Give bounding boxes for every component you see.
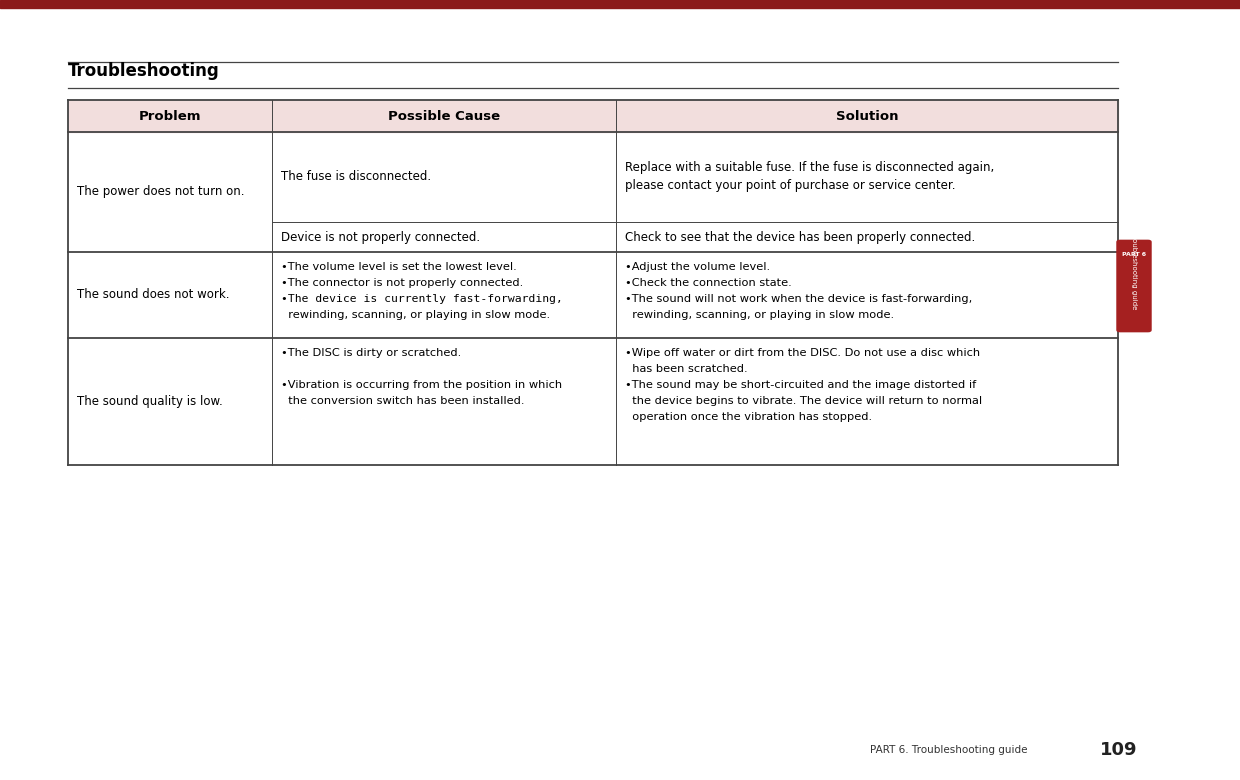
Text: Troubleshooting guide: Troubleshooting guide xyxy=(1131,232,1137,309)
Text: Solution: Solution xyxy=(836,109,898,122)
Text: PART 6: PART 6 xyxy=(1122,251,1146,257)
Bar xyxy=(68,100,1118,132)
Text: 109: 109 xyxy=(1100,741,1137,759)
Text: •The device is currently fast-forwarding,: •The device is currently fast-forwarding… xyxy=(280,294,563,304)
FancyBboxPatch shape xyxy=(1116,239,1152,332)
Text: Possible Cause: Possible Cause xyxy=(388,109,500,122)
Text: operation once the vibration has stopped.: operation once the vibration has stopped… xyxy=(625,412,872,422)
Text: PART 6. Troubleshooting guide: PART 6. Troubleshooting guide xyxy=(870,745,1028,755)
Text: •Wipe off water or dirt from the DISC. Do not use a disc which: •Wipe off water or dirt from the DISC. D… xyxy=(625,348,980,358)
Text: The power does not turn on.: The power does not turn on. xyxy=(77,186,244,198)
Text: •Vibration is occurring from the position in which: •Vibration is occurring from the positio… xyxy=(280,380,562,390)
Text: The sound does not work.: The sound does not work. xyxy=(77,289,229,302)
Text: the device begins to vibrate. The device will return to normal: the device begins to vibrate. The device… xyxy=(625,396,982,406)
Text: rewinding, scanning, or playing in slow mode.: rewinding, scanning, or playing in slow … xyxy=(280,310,549,320)
Text: Replace with a suitable fuse. If the fuse is disconnected again,
please contact : Replace with a suitable fuse. If the fus… xyxy=(625,161,994,193)
Bar xyxy=(0,0,1240,8)
Text: the conversion switch has been installed.: the conversion switch has been installed… xyxy=(280,396,525,406)
Text: •Adjust the volume level.: •Adjust the volume level. xyxy=(625,262,770,272)
Text: •The sound will not work when the device is fast-forwarding,: •The sound will not work when the device… xyxy=(625,294,972,304)
Text: •The volume level is set the lowest level.: •The volume level is set the lowest leve… xyxy=(280,262,516,272)
Text: Problem: Problem xyxy=(139,109,201,122)
Text: Device is not properly connected.: Device is not properly connected. xyxy=(280,231,480,243)
Text: The fuse is disconnected.: The fuse is disconnected. xyxy=(280,171,430,183)
Text: Troubleshooting: Troubleshooting xyxy=(68,62,219,80)
Text: The sound quality is low.: The sound quality is low. xyxy=(77,395,222,408)
Text: •The connector is not properly connected.: •The connector is not properly connected… xyxy=(280,278,523,288)
Text: •The sound may be short-circuited and the image distorted if: •The sound may be short-circuited and th… xyxy=(625,380,976,390)
Text: •Check the connection state.: •Check the connection state. xyxy=(625,278,791,288)
Text: has been scratched.: has been scratched. xyxy=(625,364,748,374)
Text: •The DISC is dirty or scratched.: •The DISC is dirty or scratched. xyxy=(280,348,461,358)
Text: rewinding, scanning, or playing in slow mode.: rewinding, scanning, or playing in slow … xyxy=(625,310,894,320)
Text: Check to see that the device has been properly connected.: Check to see that the device has been pr… xyxy=(625,231,975,243)
